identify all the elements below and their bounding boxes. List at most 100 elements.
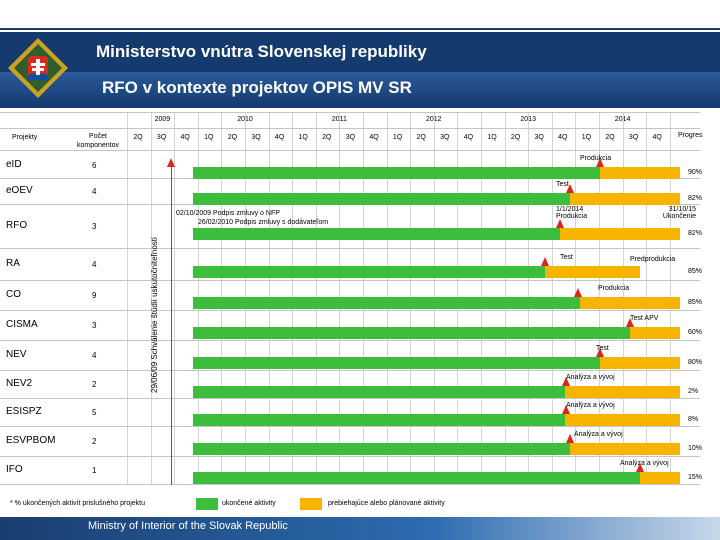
year-label: 2009	[154, 116, 171, 123]
legend-planned-label: prebiehajúce alebo plánované aktivity	[328, 500, 445, 507]
phase-label-secondary: Predprodukcia	[630, 256, 676, 263]
milestone-marker	[562, 405, 570, 414]
grid-vline	[150, 112, 152, 484]
quarter-label: 3Q	[440, 134, 450, 141]
phase-label: Analýza a vývoj	[566, 374, 615, 381]
planned-activity-bar	[600, 357, 680, 369]
phase-label: Produkcia	[580, 155, 612, 162]
phase-label: Analýza a vývoj	[574, 431, 623, 438]
milestone-marker	[574, 288, 582, 297]
grid-hline	[0, 398, 700, 399]
phase-label: Test	[556, 181, 569, 188]
supplier-note: 26/02/2010 Podpis zmluvy s dodávateľom	[198, 219, 329, 226]
legend-done-swatch	[196, 498, 218, 510]
quarter-label: 2Q	[322, 134, 332, 141]
legend-footnote: * % ukončených aktivít prislušného proje…	[10, 500, 146, 507]
phase-label: Test APV	[630, 315, 659, 322]
milestone-marker	[596, 348, 604, 357]
year-label: 2014	[603, 116, 643, 123]
component-count: 5	[92, 408, 97, 417]
component-count: 3	[92, 222, 97, 231]
done-activity-bar	[193, 414, 565, 426]
grid-hline	[0, 248, 700, 249]
quarter-label: 4Q	[463, 134, 474, 141]
milestone-marker	[636, 463, 644, 472]
grid-hline	[0, 150, 700, 151]
planned-activity-bar	[640, 472, 680, 484]
progress-value: 82%	[688, 230, 703, 237]
progress-value: 80%	[688, 359, 703, 366]
progress-value: 82%	[688, 195, 703, 202]
coat-of-arms-icon	[8, 38, 68, 98]
project-name: RA	[6, 258, 20, 269]
page-title: Ministerstvo vnútra Slovenskej republiky	[96, 42, 427, 61]
quarter-label: 2Q	[605, 134, 615, 141]
project-name: CISMA	[6, 319, 38, 330]
subheader-band	[0, 72, 720, 108]
col-header-progress: Progres	[678, 132, 703, 139]
planned-activity-bar	[570, 193, 680, 205]
quarter-label: 3Q	[345, 134, 356, 141]
project-name: ESVPBOM	[6, 435, 56, 446]
progress-value: 10%	[688, 445, 703, 452]
project-name: eOEV	[6, 185, 33, 196]
milestone-marker	[562, 377, 570, 386]
grid-hline	[0, 112, 700, 113]
quarter-label: 3Q	[156, 134, 167, 141]
phase-label: Analýza a vývoj	[620, 460, 669, 467]
progress-value: 60%	[688, 329, 703, 336]
milestone-marker	[541, 257, 549, 266]
project-name: NEV	[6, 349, 27, 360]
quarter-label: 3Q	[251, 134, 261, 141]
project-name: CO	[6, 289, 21, 300]
legend-done-label: ukončené aktivity	[222, 500, 276, 507]
component-count: 2	[92, 437, 97, 446]
header-band	[0, 32, 720, 72]
approval-milestone-marker	[167, 158, 175, 167]
progress-value: 90%	[688, 169, 703, 176]
quarter-label: 2Q	[133, 134, 143, 141]
quarter-label: 2Q	[510, 134, 521, 141]
done-activity-bar	[193, 327, 630, 339]
component-count: 4	[92, 187, 97, 196]
quarter-label: 1Q	[392, 134, 403, 141]
progress-value: 8%	[688, 416, 699, 423]
progress-value: 85%	[688, 299, 703, 306]
approval-note: 29/06/09 Schválenie štúdií uskutočniteľn…	[150, 237, 159, 393]
grid-hline	[0, 426, 700, 427]
quarter-label: 2Q	[416, 134, 426, 141]
grid-hline	[0, 280, 700, 281]
phase-label: Produkcia	[598, 285, 630, 292]
phase-label: 1/1/2014 Produkcia	[556, 206, 588, 220]
quarter-label: 1Q	[581, 134, 592, 141]
done-activity-bar	[193, 193, 570, 205]
quarter-label: 4Q	[558, 134, 568, 141]
quarter-label: 1Q	[487, 134, 497, 141]
planned-activity-bar	[565, 386, 680, 398]
planned-activity-bar	[565, 414, 680, 426]
project-name: IFO	[6, 464, 23, 475]
quarter-label: 1Q	[298, 134, 308, 141]
progress-value: 15%	[688, 474, 703, 481]
page-subtitle: RFO v kontexte projektov OPIS MV SR	[102, 78, 412, 97]
done-activity-bar	[193, 266, 545, 278]
year-label: 2010	[225, 116, 265, 123]
done-activity-bar	[193, 357, 600, 369]
grid-vline	[174, 112, 176, 484]
phase-label: Analýza a vývoj	[566, 402, 615, 409]
done-activity-bar	[193, 386, 565, 398]
planned-activity-bar	[545, 266, 640, 278]
quarter-label: 1Q	[204, 134, 214, 141]
done-activity-bar	[193, 297, 580, 309]
col-header-count: Počet komponentov	[76, 133, 120, 149]
quarter-label: 4Q	[180, 134, 190, 141]
quarter-label: 4Q	[274, 134, 285, 141]
component-count: 2	[92, 380, 97, 389]
grid-hline	[0, 340, 700, 341]
milestone-marker	[566, 184, 574, 193]
planned-activity-bar	[560, 228, 680, 240]
project-name: RFO	[6, 220, 28, 231]
footer-band	[0, 517, 720, 540]
done-activity-bar	[193, 443, 570, 455]
